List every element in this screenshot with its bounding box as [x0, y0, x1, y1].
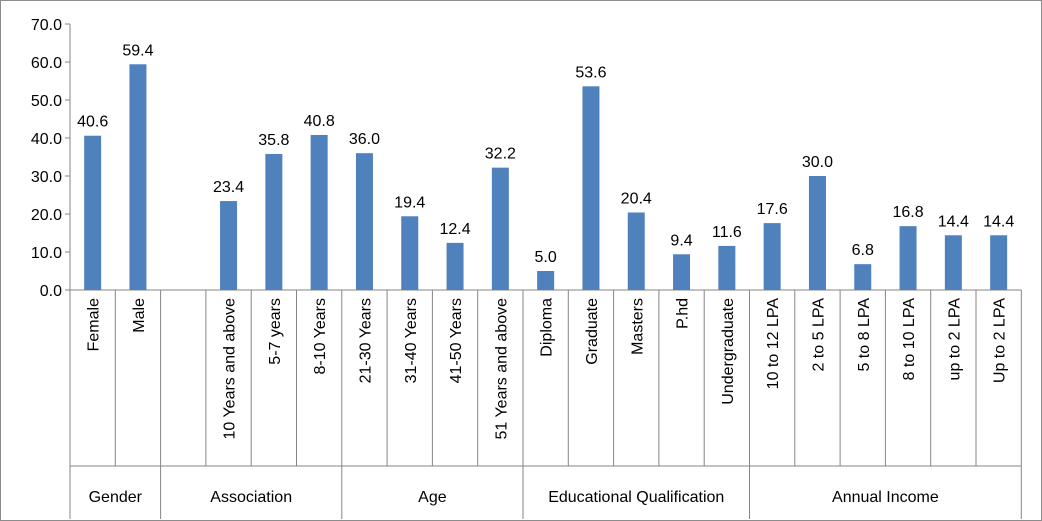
data-label: 12.4 [439, 221, 470, 238]
data-label: 6.8 [852, 242, 874, 259]
data-label: 11.6 [712, 224, 742, 241]
bar [808, 176, 826, 290]
bar [401, 216, 419, 290]
category-label: 10 to 12 LPA [765, 298, 782, 390]
data-label: 53.6 [575, 64, 606, 81]
category-label: up to 2 LPA [946, 298, 963, 381]
data-label: 40.8 [304, 113, 335, 130]
category-label: 8 to 10 LPA [901, 298, 918, 381]
bar [129, 64, 147, 290]
bar [718, 245, 736, 290]
group-label: Association [210, 489, 292, 506]
y-tick-label: 30.0 [31, 169, 62, 186]
y-tick-label: 0.0 [40, 283, 62, 300]
data-label: 23.4 [213, 179, 244, 196]
bar [582, 86, 600, 290]
data-label: 14.4 [938, 213, 969, 230]
bar [673, 254, 691, 290]
category-label: Diploma [539, 298, 556, 357]
data-label: 9.4 [670, 232, 692, 249]
category-label: 5-7 years [267, 298, 284, 365]
data-label-layer: 40.6 59.4 23.4 35.8 40.8 36.0 19.4 12.4 32.2 5.0 5… [77, 42, 1014, 266]
category-label: 5 to 8 LPA [856, 298, 873, 372]
bar [84, 135, 102, 290]
data-label: 35.8 [258, 132, 289, 149]
category-label: Graduate [584, 298, 601, 365]
category-label: 10 Years and above [222, 298, 239, 440]
bar [446, 242, 464, 290]
data-label: 5.0 [535, 249, 557, 266]
bar [537, 271, 555, 290]
category-label: 2 to 5 LPA [810, 298, 827, 372]
bar [627, 212, 645, 290]
category-label: 51 Years and above [493, 298, 510, 440]
data-label: 17.6 [757, 201, 788, 218]
bar [899, 226, 917, 290]
data-label: 40.6 [77, 114, 108, 131]
category-label: 41-50 Years [448, 298, 465, 383]
y-tick-label: 50.0 [31, 93, 62, 110]
data-label: 19.4 [394, 194, 425, 211]
category-label: 8-10 Years [312, 298, 329, 375]
category-label: Female [86, 298, 103, 351]
bar [990, 235, 1008, 290]
bar [854, 264, 872, 290]
y-tick-label: 70.0 [31, 17, 62, 34]
category-axis-layer: Female Male 10 Years and above 5-7 years 8-1… [69, 290, 1022, 519]
data-label: 20.4 [621, 190, 652, 207]
category-label: Up to 2 LPA [992, 298, 1009, 383]
y-tick-label: 20.0 [31, 207, 62, 224]
category-label: 31-40 Years [403, 298, 420, 383]
data-label: 32.2 [485, 146, 516, 163]
bar [491, 167, 509, 290]
y-tick-label: 10.0 [31, 245, 62, 262]
category-label: Masters [629, 298, 646, 355]
y-tick-label: 60.0 [31, 55, 62, 72]
data-label: 30.0 [802, 154, 833, 171]
group-label: Age [418, 489, 447, 506]
group-label: Annual Income [832, 489, 939, 506]
y-tick-label: 40.0 [31, 131, 62, 148]
bar [310, 134, 328, 290]
category-label: Undergraduate [720, 298, 737, 405]
bar-layer [84, 64, 1008, 290]
data-label: 14.4 [983, 213, 1014, 230]
bar [265, 153, 283, 290]
data-label: 16.8 [892, 204, 923, 221]
bar [763, 223, 781, 290]
bar [355, 153, 373, 290]
category-label: 21-30 Years [357, 298, 374, 383]
category-label: P.hd [675, 298, 692, 329]
group-label: Gender [89, 489, 143, 506]
data-label: 36.0 [349, 131, 380, 148]
group-label: Educational Qualification [548, 489, 724, 506]
bar [944, 235, 962, 290]
bar [220, 201, 238, 290]
category-label: Male [131, 298, 148, 333]
data-label: 59.4 [122, 42, 153, 59]
